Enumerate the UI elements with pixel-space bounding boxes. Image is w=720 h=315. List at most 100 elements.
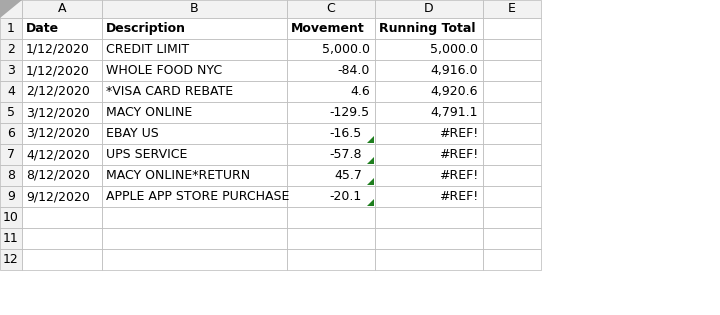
Text: 4: 4 — [7, 85, 15, 98]
Bar — [22, 39, 102, 60]
Bar — [483, 186, 541, 207]
Bar — [483, 165, 541, 186]
Bar — [287, 228, 375, 249]
Text: 11: 11 — [3, 232, 19, 245]
Bar — [22, 207, 102, 228]
Bar — [0, 60, 22, 81]
Text: 1: 1 — [7, 22, 15, 35]
Text: 4,916.0: 4,916.0 — [431, 64, 478, 77]
Bar — [102, 39, 287, 60]
Text: 2/12/2020: 2/12/2020 — [26, 85, 90, 98]
Text: 4.6: 4.6 — [350, 85, 370, 98]
Text: 12: 12 — [3, 253, 19, 266]
Text: B: B — [190, 3, 199, 15]
Polygon shape — [367, 136, 374, 143]
Bar — [483, 18, 541, 39]
Text: WHOLE FOOD NYC: WHOLE FOOD NYC — [106, 64, 222, 77]
Bar — [483, 123, 541, 144]
Text: 1/12/2020: 1/12/2020 — [26, 64, 90, 77]
Bar — [287, 123, 375, 144]
Bar — [0, 228, 22, 249]
Text: E: E — [508, 3, 516, 15]
Text: Date: Date — [26, 22, 59, 35]
Bar — [483, 60, 541, 81]
Text: A: A — [58, 3, 66, 15]
Bar — [22, 0, 102, 18]
Bar — [287, 249, 375, 270]
Text: MACY ONLINE*RETURN: MACY ONLINE*RETURN — [106, 169, 250, 182]
Bar — [22, 249, 102, 270]
Text: UPS SERVICE: UPS SERVICE — [106, 148, 187, 161]
Bar — [375, 39, 483, 60]
Text: 8/12/2020: 8/12/2020 — [26, 169, 90, 182]
Polygon shape — [367, 157, 374, 164]
Bar — [102, 165, 287, 186]
Bar — [483, 81, 541, 102]
Bar — [102, 207, 287, 228]
Text: 3/12/2020: 3/12/2020 — [26, 127, 90, 140]
Text: 3/12/2020: 3/12/2020 — [26, 106, 90, 119]
Bar — [22, 165, 102, 186]
Bar — [483, 207, 541, 228]
Bar — [102, 144, 287, 165]
Text: Running Total: Running Total — [379, 22, 475, 35]
Bar — [0, 81, 22, 102]
Bar — [102, 102, 287, 123]
Text: #REF!: #REF! — [438, 127, 478, 140]
Text: 6: 6 — [7, 127, 15, 140]
Text: APPLE APP STORE PURCHASE: APPLE APP STORE PURCHASE — [106, 190, 289, 203]
Text: D: D — [424, 3, 434, 15]
Bar — [0, 186, 22, 207]
Text: 45.7: 45.7 — [334, 169, 362, 182]
Bar — [375, 249, 483, 270]
Text: 5,000.0: 5,000.0 — [430, 43, 478, 56]
Text: 9/12/2020: 9/12/2020 — [26, 190, 90, 203]
Bar — [0, 144, 22, 165]
Bar — [375, 18, 483, 39]
Bar — [0, 39, 22, 60]
Bar — [287, 186, 375, 207]
Bar — [102, 18, 287, 39]
Bar — [22, 60, 102, 81]
Text: 9: 9 — [7, 190, 15, 203]
Bar — [0, 102, 22, 123]
Text: 2: 2 — [7, 43, 15, 56]
Text: #REF!: #REF! — [438, 190, 478, 203]
Bar — [375, 228, 483, 249]
Bar — [0, 0, 22, 18]
Bar — [287, 165, 375, 186]
Text: Movement: Movement — [291, 22, 365, 35]
Bar — [0, 18, 22, 39]
Bar — [0, 249, 22, 270]
Bar — [375, 0, 483, 18]
Bar — [287, 144, 375, 165]
Text: -20.1: -20.1 — [330, 190, 362, 203]
Bar — [287, 0, 375, 18]
Bar — [0, 207, 22, 228]
Text: *VISA CARD REBATE: *VISA CARD REBATE — [106, 85, 233, 98]
Bar — [0, 123, 22, 144]
Bar — [287, 39, 375, 60]
Text: C: C — [327, 3, 336, 15]
Bar — [287, 207, 375, 228]
Bar — [0, 165, 22, 186]
Bar — [483, 39, 541, 60]
Bar — [483, 228, 541, 249]
Bar — [375, 102, 483, 123]
Text: 1/12/2020: 1/12/2020 — [26, 43, 90, 56]
Text: MACY ONLINE: MACY ONLINE — [106, 106, 192, 119]
Polygon shape — [367, 199, 374, 206]
Bar — [22, 102, 102, 123]
Text: EBAY US: EBAY US — [106, 127, 158, 140]
Bar — [22, 18, 102, 39]
Bar — [287, 102, 375, 123]
Bar — [102, 228, 287, 249]
Bar — [375, 81, 483, 102]
Text: 10: 10 — [3, 211, 19, 224]
Bar — [102, 60, 287, 81]
Text: 8: 8 — [7, 169, 15, 182]
Bar — [287, 18, 375, 39]
Text: -57.8: -57.8 — [330, 148, 362, 161]
Bar — [483, 102, 541, 123]
Bar — [375, 123, 483, 144]
